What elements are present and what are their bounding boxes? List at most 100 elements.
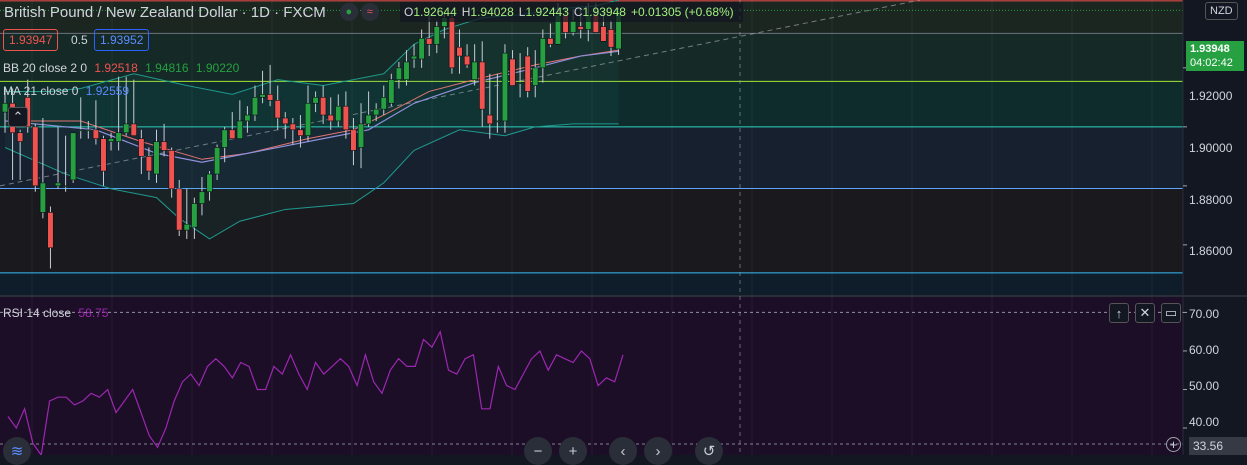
candle-body [236, 120, 243, 139]
candle-body [229, 129, 236, 139]
bb-label: BB 20 close 2 0 [3, 61, 88, 75]
ma-value: 1.92559 [85, 84, 130, 98]
candle-body [607, 29, 615, 48]
candle-body [32, 126, 39, 187]
status-dot-icon[interactable]: ● [339, 3, 358, 21]
candle-body [380, 97, 387, 110]
candle-body [297, 129, 304, 137]
rsi-pane [0, 297, 1183, 455]
candle-body [282, 117, 289, 125]
zoom-out-icon[interactable]: − [524, 437, 552, 465]
close-key: C [573, 5, 583, 19]
candle-body [274, 100, 281, 119]
candle-body [17, 132, 24, 142]
collapse-chevron-icon[interactable]: ⌃ [8, 107, 28, 127]
ma-label: MA 21 close 0 [3, 84, 79, 98]
candle-body [494, 120, 501, 123]
candle-body [463, 55, 471, 66]
bb-upper-value: 1.92518 [94, 61, 138, 75]
change-value: +0.01305 (+0.68%) [630, 5, 734, 19]
price-axis-label: 1.92000 [1189, 89, 1233, 103]
chart-canvas[interactable] [0, 0, 1247, 455]
candle-body [426, 38, 433, 45]
zoom-in-icon[interactable]: + [559, 437, 587, 465]
wave-icon[interactable]: ≈ [360, 3, 379, 21]
reset-view-icon[interactable]: ↺ [695, 437, 723, 465]
bb-lower-line [4, 123, 619, 240]
candle-body [532, 67, 539, 86]
candle-body [77, 129, 84, 132]
candle-body [100, 138, 107, 172]
current-price-tag: 1.93948 [1186, 41, 1244, 57]
price-pane [0, 0, 1183, 274]
candle-body [115, 132, 122, 142]
candle-body [448, 17, 456, 69]
high-value: 1.94028 [470, 5, 514, 19]
candle-body [395, 67, 403, 80]
candle-body [577, 26, 584, 30]
candle-body [244, 114, 251, 122]
candle-body [539, 38, 546, 69]
candle-body [289, 123, 296, 131]
sell-price-button[interactable]: 1.93947 [3, 29, 59, 51]
symbol-title[interactable]: British Pound / New Zealand Dollar · 1D … [4, 3, 326, 21]
candle-body [54, 182, 62, 187]
bb-lower-value: 1.90220 [195, 61, 240, 75]
close-icon[interactable]: ✕ [1135, 303, 1155, 323]
candle-body [92, 129, 99, 139]
move-up-icon[interactable]: ↑ [1109, 303, 1129, 323]
bb-legend[interactable]: BB 20 close 2 0 1.92518 1.94816 1.90220 [3, 61, 243, 75]
ma-legend[interactable]: MA 21 close 0 1.92559 [3, 84, 133, 98]
rsi-background [0, 297, 1183, 455]
candle-body [168, 150, 175, 190]
candle-body [39, 182, 46, 213]
candle-body [304, 102, 312, 137]
scroll-right-icon[interactable]: › [644, 437, 672, 465]
rsi-axis-label: 40.00 [1189, 415, 1220, 429]
trend-line [0, 0, 921, 187]
candle-body [403, 61, 410, 80]
candle-body [524, 55, 531, 92]
low-key: L [518, 5, 526, 19]
candle-body [145, 156, 153, 172]
candle-body [85, 129, 92, 132]
maximize-icon[interactable]: ▭ [1161, 303, 1181, 323]
scroll-left-icon[interactable]: ‹ [609, 437, 637, 465]
candle-body [335, 105, 342, 122]
low-value: 1.92443 [525, 5, 569, 19]
logo-icon[interactable]: ≋ [3, 437, 31, 465]
candle-body [206, 173, 213, 193]
candle-body [251, 97, 259, 116]
candle-body [130, 123, 137, 137]
zone-band [0, 81, 1183, 127]
candle-body [433, 26, 440, 45]
candle-body [456, 46, 463, 57]
candle-body [388, 79, 395, 104]
candle-body [350, 129, 357, 151]
open-key: O [404, 5, 414, 19]
spread-value: 0.5 [71, 33, 88, 47]
candle-body [342, 105, 349, 131]
rsi-line [7, 329, 624, 455]
countdown-tag: 04:02:42 [1186, 55, 1244, 71]
candle-body [600, 26, 607, 42]
candle-body [501, 52, 509, 122]
candle-body [153, 141, 160, 175]
candle-body [516, 82, 524, 84]
candle-body [70, 132, 77, 181]
candle-body [320, 97, 327, 116]
candle-body [365, 114, 372, 125]
buy-price-button[interactable]: 1.93952 [94, 29, 150, 51]
crosshair-value-tag: 33.56 [1189, 437, 1247, 455]
open-value: 1.92644 [413, 5, 457, 19]
candle-body [191, 203, 198, 228]
rsi-legend[interactable]: RSI 14 close 58.75 [3, 306, 112, 320]
add-plus-icon[interactable]: + [1166, 437, 1181, 452]
candle-body [198, 191, 206, 204]
currency-badge[interactable]: NZD [1205, 2, 1238, 20]
bb-basis-value: 1.94816 [145, 61, 189, 75]
candle-body [47, 212, 54, 249]
close-value: 1.93948 [582, 5, 626, 19]
high-key: H [461, 5, 471, 19]
candle-body [327, 114, 334, 122]
